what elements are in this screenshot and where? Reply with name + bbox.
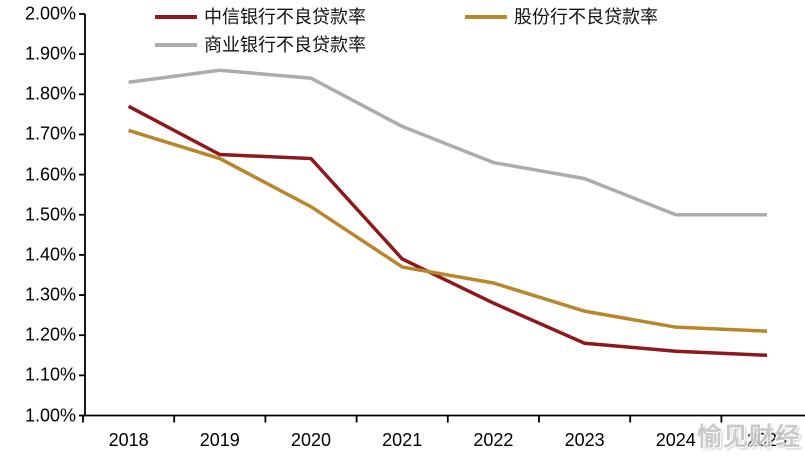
y-tick-label: 1.70% [24,123,76,144]
legend-item-jointstock: 股份行不良贷款率 [465,7,658,27]
legend-swatch-citic [155,15,197,19]
series-line-citic [127,104,768,358]
legend-label: 股份行不良贷款率 [514,7,658,27]
y-tick-label: 2.00% [24,3,76,24]
legend-item-citic: 中信银行不良贷款率 [155,7,366,27]
x-tick-label: 2020 [290,430,332,450]
legend-swatch-jointstock [465,15,507,19]
watermark: 愉见财经 [697,423,802,451]
y-tick-label: 1.30% [24,284,76,305]
x-tick-label: 2025 [746,430,788,450]
y-tick-label: 1.60% [24,164,76,185]
x-tick-label: 2018 [108,430,149,450]
x-tick-label: 2019 [199,430,240,450]
x-tick-label: 2024 [655,430,696,450]
x-tick-label: 2021 [382,430,423,450]
y-tick-label: 1.80% [24,83,76,104]
y-tick-label: 1.10% [24,364,76,385]
y-tick-label: 1.00% [24,405,76,425]
series-line-commercial [128,68,767,217]
y-tick-label: 1.90% [24,43,76,64]
y-tick-label: 1.20% [24,324,76,345]
x-tick-label: 2022 [473,430,514,450]
x-tick-label: 2023 [564,430,605,450]
series-line-jointstock [128,128,768,333]
y-tick-label: 1.40% [24,244,76,265]
legend-label: 商业银行不良贷款率 [204,35,366,55]
legend-label: 中信银行不良贷款率 [204,7,366,27]
legend-item-commercial: 商业银行不良贷款率 [155,35,366,55]
legend-swatch-commercial [155,43,197,47]
y-tick-label: 1.50% [24,204,76,225]
